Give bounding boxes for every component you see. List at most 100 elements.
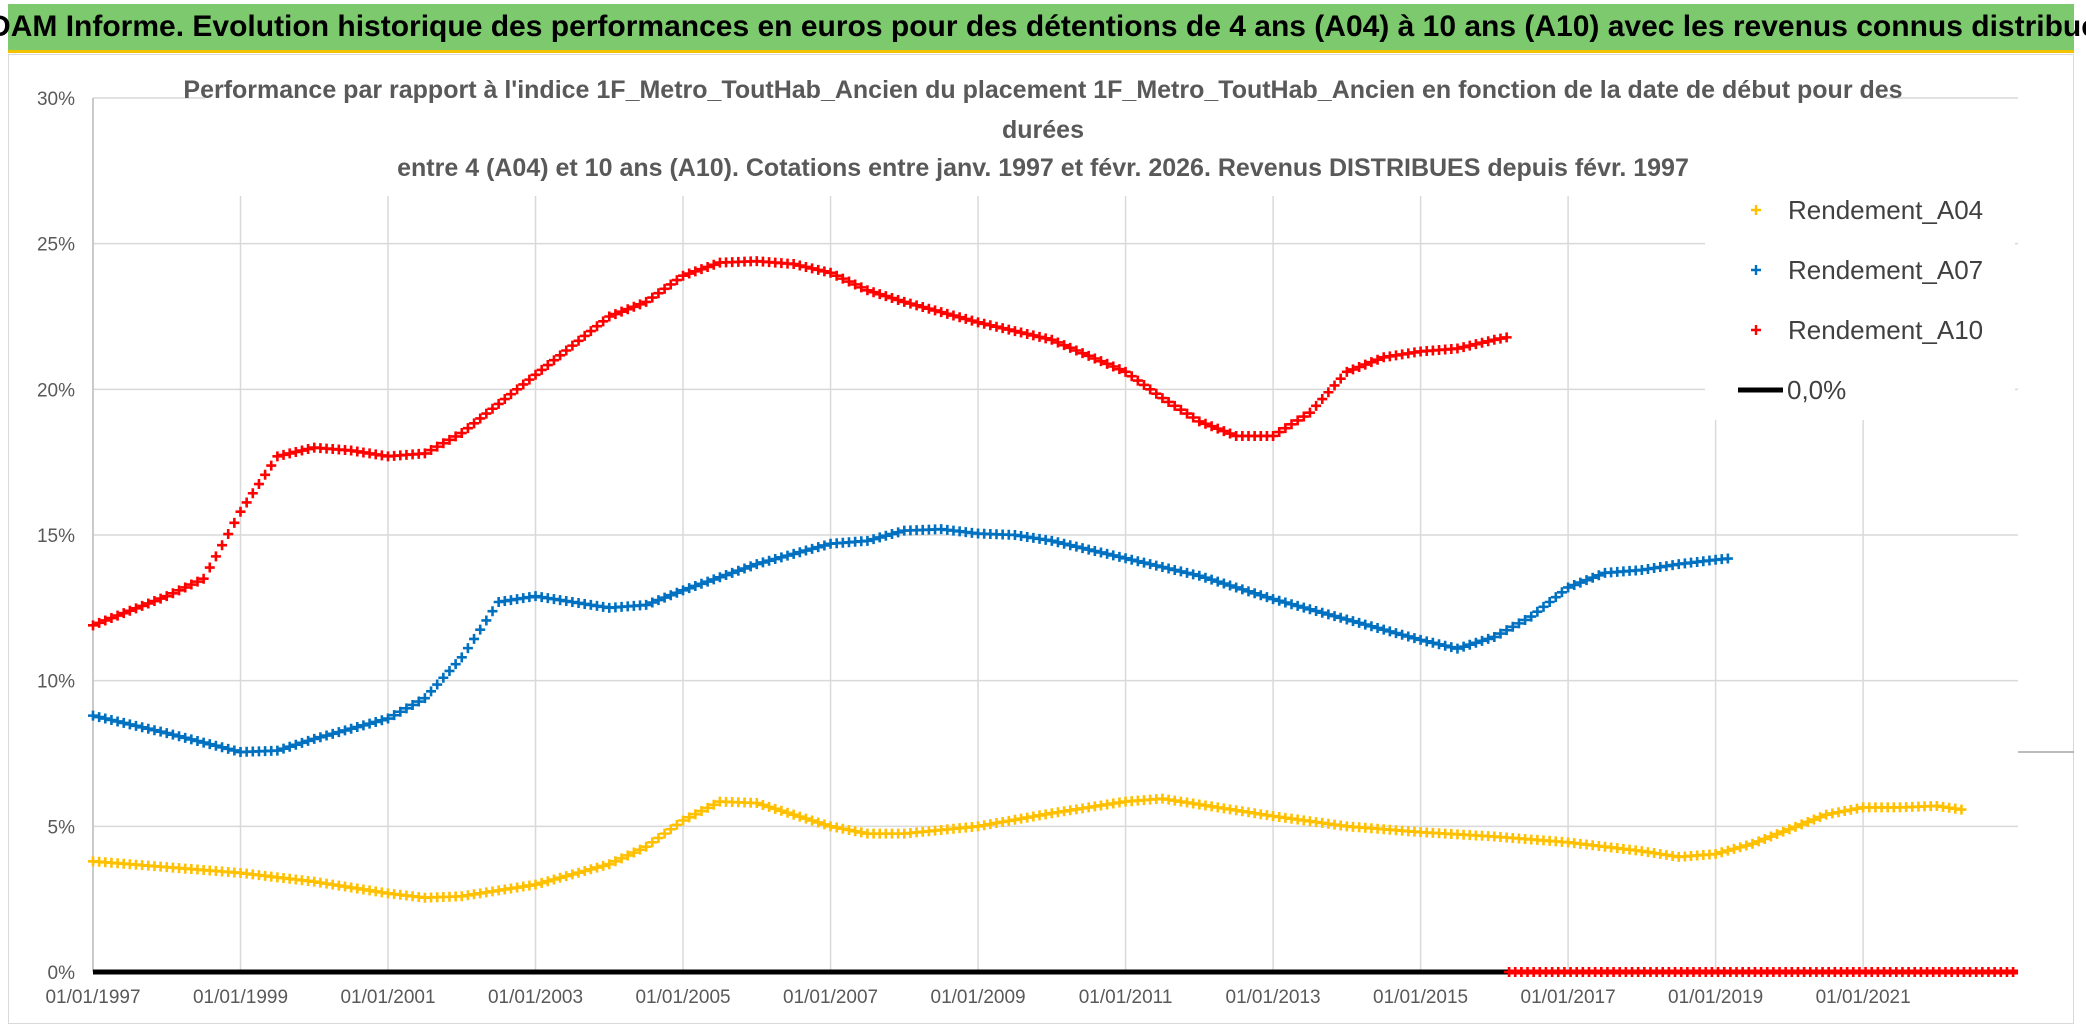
data-point-marker bbox=[1126, 371, 1137, 382]
data-point-marker bbox=[1507, 621, 1518, 632]
data-point-marker bbox=[764, 801, 775, 812]
data-point-marker bbox=[180, 732, 191, 743]
y-tick-label: 0% bbox=[48, 963, 76, 984]
data-point-marker bbox=[376, 715, 387, 726]
data-point-marker bbox=[536, 877, 547, 888]
data-point-marker bbox=[456, 652, 467, 663]
data-point-marker bbox=[831, 270, 842, 281]
data-point-marker bbox=[1538, 601, 1549, 612]
data-point-marker bbox=[782, 807, 793, 818]
data-point-marker bbox=[1372, 354, 1383, 365]
data-point-marker bbox=[1317, 394, 1328, 405]
data-point-marker bbox=[800, 813, 811, 824]
data-point-marker bbox=[1427, 637, 1438, 648]
data-point-marker bbox=[1169, 564, 1180, 575]
data-point-marker bbox=[186, 734, 197, 745]
data-point-marker bbox=[856, 282, 867, 293]
data-point-marker bbox=[124, 719, 135, 730]
data-point-marker bbox=[647, 597, 658, 608]
data-point-marker bbox=[733, 565, 744, 576]
data-point-marker bbox=[137, 722, 148, 733]
data-point-marker bbox=[167, 588, 178, 599]
data-point-marker bbox=[1261, 592, 1272, 603]
data-point-marker bbox=[757, 799, 768, 810]
data-point-marker bbox=[1341, 614, 1352, 625]
data-point-marker bbox=[1575, 577, 1586, 588]
data-point-marker bbox=[278, 743, 289, 754]
data-point-marker bbox=[887, 529, 898, 540]
data-point-marker bbox=[1157, 393, 1168, 404]
data-point-marker bbox=[1059, 538, 1070, 549]
data-point-marker bbox=[1114, 551, 1125, 562]
data-point-marker bbox=[204, 739, 215, 750]
data-point-marker bbox=[1323, 387, 1334, 398]
data-point-marker bbox=[1452, 343, 1463, 354]
data-point-marker bbox=[432, 679, 443, 690]
data-point-marker bbox=[665, 824, 676, 835]
data-point-marker bbox=[444, 434, 455, 445]
data-point-marker bbox=[678, 815, 689, 826]
data-point-marker bbox=[327, 728, 338, 739]
data-point-marker bbox=[1741, 840, 1752, 851]
data-point-marker bbox=[874, 289, 885, 300]
data-point-marker bbox=[1759, 833, 1770, 844]
data-point-marker bbox=[1556, 587, 1567, 598]
data-point-marker bbox=[1550, 592, 1561, 603]
data-point-marker bbox=[1237, 584, 1248, 595]
data-point-marker bbox=[1077, 348, 1088, 359]
data-point-marker bbox=[438, 438, 449, 449]
data-point-marker bbox=[1563, 582, 1574, 593]
data-point-marker bbox=[813, 542, 824, 553]
data-point-marker bbox=[1126, 554, 1137, 565]
data-point-marker bbox=[1790, 821, 1801, 832]
data-point-marker bbox=[770, 554, 781, 565]
data-point-marker bbox=[1188, 412, 1199, 423]
data-point-marker bbox=[198, 737, 209, 748]
data-point-marker bbox=[628, 301, 639, 312]
data-point-marker bbox=[210, 740, 221, 751]
data-point-marker bbox=[352, 722, 363, 733]
data-point-marker bbox=[487, 606, 498, 617]
data-point-marker bbox=[960, 313, 971, 324]
data-point-marker bbox=[1292, 415, 1303, 426]
data-point-marker bbox=[542, 876, 553, 887]
data-point-marker bbox=[426, 686, 437, 697]
data-point-marker bbox=[991, 321, 1002, 332]
data-point-marker bbox=[690, 580, 701, 591]
data-point-marker bbox=[1034, 331, 1045, 342]
data-point-marker bbox=[1458, 342, 1469, 353]
y-tick-label: 25% bbox=[37, 235, 75, 256]
data-point-marker bbox=[579, 866, 590, 877]
data-point-marker bbox=[641, 841, 652, 852]
data-point-marker bbox=[475, 624, 486, 635]
data-point-marker bbox=[807, 543, 818, 554]
data-point-marker bbox=[868, 534, 879, 545]
data-point-marker bbox=[598, 316, 609, 327]
data-point-marker bbox=[1335, 612, 1346, 623]
x-tick-label: 01/01/1997 bbox=[45, 987, 140, 1008]
data-point-marker bbox=[1378, 624, 1389, 635]
data-point-marker bbox=[794, 811, 805, 822]
data-point-marker bbox=[1464, 639, 1475, 650]
data-point-marker bbox=[887, 293, 898, 304]
data-point-marker bbox=[383, 713, 394, 724]
data-point-marker bbox=[1151, 388, 1162, 399]
data-point-marker bbox=[1132, 556, 1143, 567]
data-point-marker bbox=[1163, 396, 1174, 407]
data-point-marker bbox=[862, 535, 873, 546]
data-point-marker bbox=[456, 428, 467, 439]
chart-title: Performance par rapport à l'indice 1F_Me… bbox=[183, 74, 1903, 196]
data-point-marker bbox=[696, 578, 707, 589]
data-point-marker bbox=[370, 716, 381, 727]
data-point-marker bbox=[745, 561, 756, 572]
series-layer bbox=[88, 256, 2019, 977]
data-point-marker bbox=[1009, 326, 1020, 337]
data-point-marker bbox=[702, 802, 713, 813]
data-point-marker bbox=[253, 479, 264, 490]
x-tick-label: 01/01/2019 bbox=[1668, 987, 1763, 1008]
data-point-marker bbox=[702, 261, 713, 272]
data-point-marker bbox=[905, 298, 916, 309]
data-point-marker bbox=[1446, 642, 1457, 653]
data-point-marker bbox=[137, 600, 148, 611]
x-tick-label: 01/01/1999 bbox=[193, 987, 288, 1008]
